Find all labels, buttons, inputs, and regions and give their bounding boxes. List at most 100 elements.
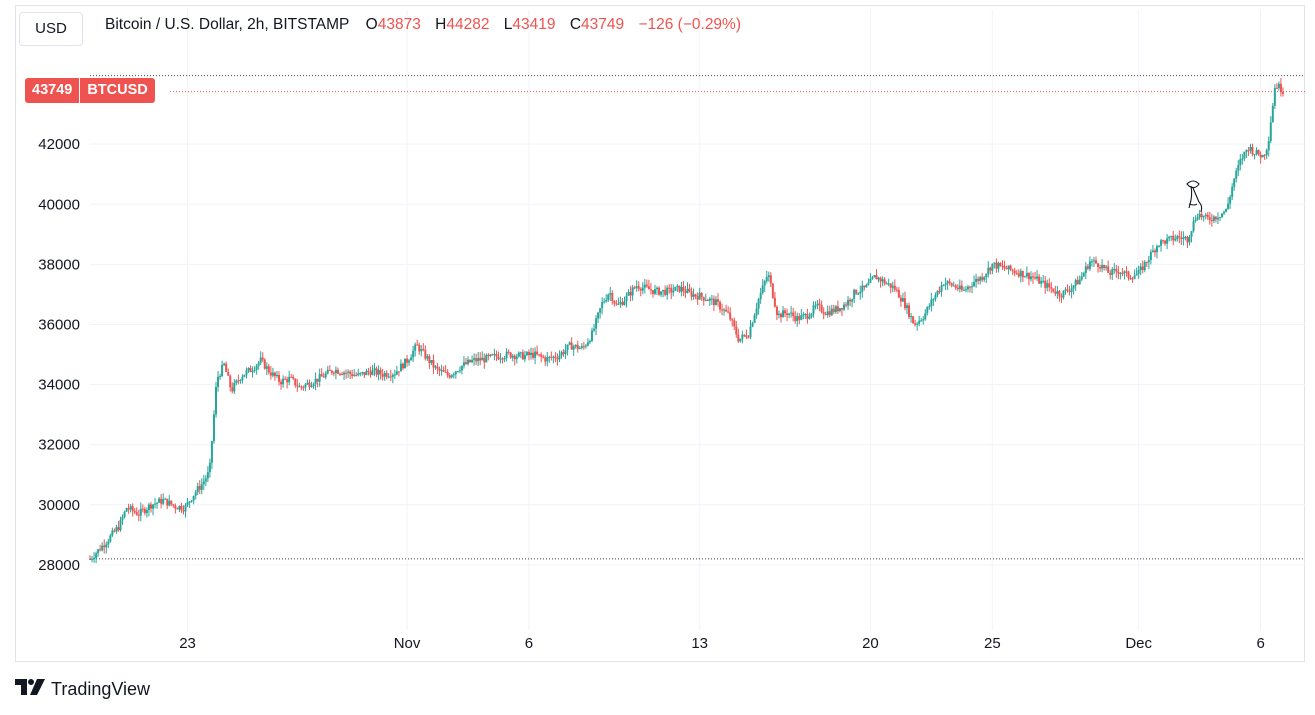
candle-body [1259, 154, 1262, 158]
candle-body [1019, 270, 1022, 277]
candle-body [1141, 266, 1144, 271]
candle-body [1241, 158, 1244, 160]
candle-body [1225, 208, 1228, 212]
candle-body [208, 462, 211, 473]
candle-body [851, 299, 854, 302]
candle-body [294, 378, 297, 386]
candle-body [536, 351, 539, 355]
candle-body [767, 275, 770, 278]
candle-body [192, 495, 195, 501]
candle-body [121, 517, 124, 520]
candle-body [625, 295, 628, 302]
candle-body [544, 357, 547, 362]
candle-body [820, 304, 823, 312]
candle-body [1080, 276, 1083, 280]
candle-body [341, 373, 344, 375]
candle-body [869, 278, 872, 283]
candle-body [235, 380, 238, 384]
candle-body [1269, 122, 1272, 142]
x-tick-label: 13 [691, 635, 708, 652]
candle-body [643, 284, 646, 288]
candle-body [1060, 296, 1063, 298]
candle-body [154, 503, 157, 505]
candle-body [1054, 291, 1057, 294]
candle-body [832, 308, 835, 313]
candle-body [1172, 235, 1175, 241]
candle-body [245, 370, 248, 375]
candle-body [1015, 273, 1018, 275]
candle-body [838, 308, 841, 312]
candle-body [698, 293, 701, 300]
candle-body [950, 283, 953, 286]
candle-body [473, 358, 476, 360]
candle-body [958, 285, 961, 289]
candle-body [1105, 266, 1108, 268]
candle-body [633, 287, 636, 289]
close-key: C [569, 16, 582, 33]
currency-button[interactable]: USD [19, 12, 83, 46]
candle-body [590, 330, 593, 341]
drawing-doodle-icon [1186, 180, 1203, 213]
candle-body [954, 285, 957, 288]
candle-body [1076, 280, 1079, 285]
candle-body [158, 498, 161, 503]
candle-body [973, 282, 976, 287]
candle-body [448, 375, 451, 378]
candle-body [375, 368, 378, 375]
candle-body [922, 319, 925, 321]
candle-body [184, 505, 187, 512]
candle-body [1086, 266, 1089, 269]
candle-body [1170, 235, 1173, 237]
candle-body [790, 312, 793, 314]
candle-body [221, 364, 224, 377]
candle-body [796, 316, 799, 322]
candle-body [1088, 261, 1091, 269]
candle-body [897, 290, 900, 298]
brand[interactable]: TradingView [15, 679, 150, 700]
candle-body [603, 301, 606, 303]
candle-body [1176, 236, 1179, 239]
candle-body [580, 346, 583, 348]
candle-body [1025, 272, 1028, 277]
candle-body [1233, 178, 1236, 187]
candle-body [855, 289, 858, 294]
candle-body [1027, 272, 1030, 280]
candle-body [414, 344, 417, 351]
candle-body [1127, 271, 1130, 279]
candle-body [257, 362, 260, 366]
candle-body [656, 287, 659, 290]
candle-body [1184, 236, 1187, 238]
candle-body [349, 371, 352, 374]
candle-body [1216, 218, 1219, 220]
candle-body [424, 349, 427, 359]
candle-body [361, 372, 364, 374]
candle-body [824, 313, 827, 315]
candle-body [1121, 272, 1124, 274]
candle-body [1101, 264, 1104, 269]
candle-body [259, 357, 262, 363]
candle-body [225, 363, 228, 372]
candle-body [948, 281, 951, 284]
candle-body [1261, 154, 1264, 158]
candle-body [1149, 252, 1152, 261]
candle-body [893, 285, 896, 290]
y-tick-label: 32000 [38, 437, 80, 454]
candle-body [1279, 83, 1282, 93]
candle-body [836, 306, 839, 312]
candle-body [840, 308, 843, 310]
candle-body [1239, 159, 1242, 166]
candle-body [802, 314, 805, 316]
candle-body [1247, 150, 1250, 152]
candle-body [749, 326, 752, 338]
x-tick-label: 20 [862, 635, 879, 652]
candle-body [849, 299, 852, 302]
candle-body [290, 376, 293, 378]
candle-body [1182, 237, 1185, 240]
candle-body [842, 304, 845, 310]
candle-body [1147, 260, 1150, 263]
candle-body [127, 508, 130, 510]
candle-body [863, 285, 866, 288]
candle-body [607, 294, 610, 300]
x-tick-label: 6 [1256, 635, 1264, 652]
